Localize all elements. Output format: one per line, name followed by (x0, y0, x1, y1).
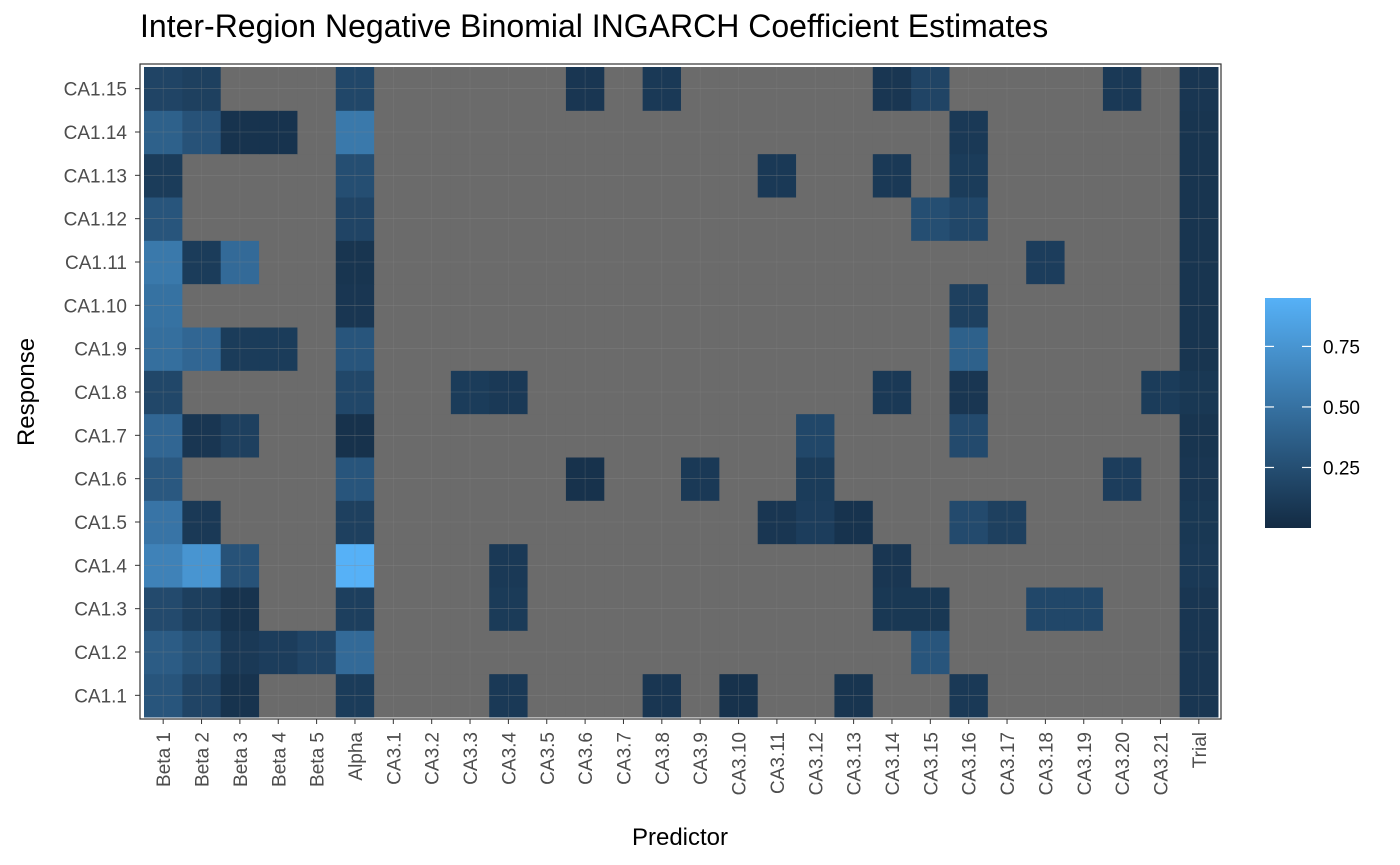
y-tick-label: CA1.11 (65, 253, 127, 274)
y-tick-label: CA1.7 (74, 426, 127, 447)
x-tick-label: CA3.2 (423, 732, 444, 785)
color-legend: 0.25 0.50 0.75 (1265, 298, 1360, 528)
y-axis-ticks: CA1.1 CA1.2 CA1.3 CA1.4 CA1.5 CA1.6 CA1.7 CA1.8… (64, 80, 140, 707)
y-tick-label: CA1.10 (64, 296, 127, 317)
legend-tick-label: 0.75 (1323, 337, 1360, 358)
x-tick-label: CA3.21 (1151, 732, 1172, 795)
grid-lines (144, 67, 1218, 717)
y-tick-label: CA1.5 (74, 513, 127, 534)
y-tick-label: CA1.1 (74, 686, 127, 707)
legend-colorbar (1265, 298, 1311, 528)
x-tick-label: Alpha (346, 732, 367, 781)
x-tick-label: Beta 2 (193, 732, 214, 787)
x-tick-label: Trial (1190, 732, 1211, 768)
y-tick-label: CA1.9 (74, 340, 127, 361)
x-tick-label: CA3.18 (1036, 732, 1057, 795)
x-tick-label: Beta 1 (154, 732, 175, 787)
x-tick-label: Beta 4 (269, 732, 290, 787)
x-tick-label: CA3.14 (883, 732, 904, 796)
chart-title: Inter-Region Negative Binomial INGARCH C… (140, 8, 1049, 44)
y-tick-label: CA1.4 (74, 556, 127, 577)
x-tick-label: CA3.8 (653, 732, 674, 785)
x-tick-label: CA3.12 (806, 732, 827, 795)
x-axis-ticks: Beta 1 Beta 2 Beta 3 Beta 4 Beta 5 Alpha CA3.1… (154, 719, 1211, 795)
x-tick-label: CA3.15 (921, 732, 942, 795)
legend-tick-label: 0.50 (1323, 398, 1360, 419)
y-tick-label: CA1.6 (74, 470, 127, 491)
x-tick-label: CA3.13 (845, 732, 866, 795)
x-tick-label: CA3.1 (384, 732, 405, 785)
x-tick-label: CA3.19 (1075, 732, 1096, 795)
y-tick-label: CA1.13 (64, 166, 127, 187)
x-tick-label: Beta 3 (231, 732, 252, 787)
y-tick-label: CA1.15 (64, 80, 127, 101)
x-tick-label: CA3.5 (538, 732, 559, 785)
y-tick-label: CA1.8 (74, 383, 127, 404)
y-axis-title: Response (13, 338, 40, 446)
x-tick-label: CA3.7 (614, 732, 635, 785)
y-tick-label: CA1.3 (74, 600, 127, 621)
y-tick-label: CA1.12 (64, 210, 127, 231)
x-tick-label: CA3.20 (1113, 732, 1134, 795)
x-tick-label: CA3.9 (691, 732, 712, 785)
y-tick-label: CA1.2 (74, 643, 127, 664)
x-axis-title: Predictor (632, 824, 728, 851)
x-tick-label: CA3.4 (499, 732, 520, 785)
y-tick-label: CA1.14 (64, 123, 128, 144)
legend-tick-label: 0.25 (1323, 458, 1360, 479)
x-tick-label: CA3.16 (960, 732, 981, 795)
x-tick-label: CA3.17 (998, 732, 1019, 795)
x-tick-label: CA3.10 (730, 732, 751, 795)
x-tick-label: CA3.11 (768, 732, 789, 794)
x-tick-label: CA3.3 (461, 732, 482, 785)
x-tick-label: CA3.6 (576, 732, 597, 785)
x-tick-label: Beta 5 (308, 732, 329, 787)
